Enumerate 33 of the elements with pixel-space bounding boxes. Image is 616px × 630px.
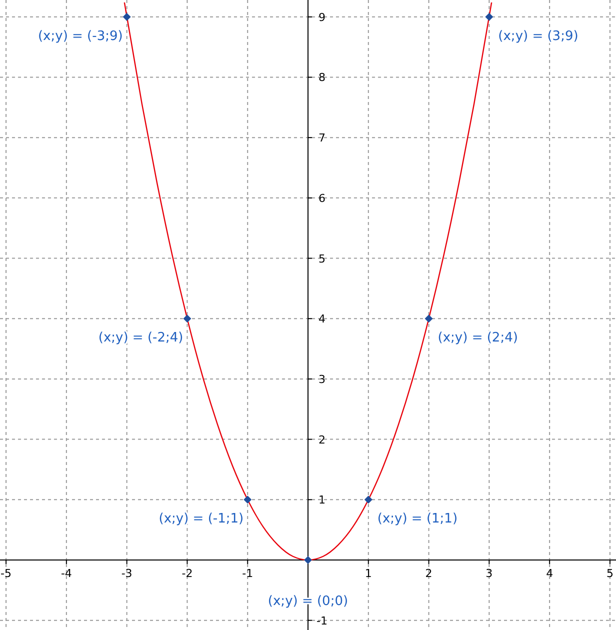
annotation: (x;y) = (3;9)	[498, 28, 578, 44]
annotation: (x;y) = (-3;9)	[38, 28, 123, 44]
point	[304, 556, 312, 564]
y-tick-label: 7	[318, 132, 326, 145]
x-tick-label: 3	[486, 567, 493, 580]
y-tick-label: 9	[318, 10, 326, 24]
x-tick-label: 4	[546, 567, 554, 580]
y-tick-label: 3	[318, 372, 326, 386]
x-tick-label: -3	[121, 567, 132, 580]
x-tick-label: 1	[364, 567, 372, 580]
x-tick-label: -1	[242, 567, 254, 580]
annotation: (x;y) = (2;4)	[438, 330, 518, 346]
y-tick-label: -1	[316, 614, 328, 628]
y-tick-label: 4	[318, 312, 326, 326]
annotation: (x;y) = (1;1)	[377, 512, 458, 527]
x-tick-label: 2	[425, 567, 432, 580]
point	[485, 12, 494, 21]
point	[183, 314, 192, 323]
y-tick-label: 1	[318, 494, 326, 507]
x-tick-label: -5	[0, 567, 12, 580]
x-tick-label: -2	[182, 567, 193, 580]
y-tick-label: 8	[318, 71, 326, 84]
point	[364, 496, 372, 504]
x-tick-label: 5	[606, 567, 614, 580]
point	[244, 496, 252, 504]
point	[424, 314, 433, 323]
y-tick-label: 2	[318, 433, 326, 446]
annotation: (x;y) = (-1;1)	[158, 512, 244, 527]
y-tick-label: 5	[318, 252, 326, 266]
point	[122, 12, 131, 21]
annotation: (x;y) = (-2;4)	[98, 330, 184, 346]
x-tick-label: -4	[60, 567, 72, 580]
y-tick-label: 6	[318, 192, 326, 205]
